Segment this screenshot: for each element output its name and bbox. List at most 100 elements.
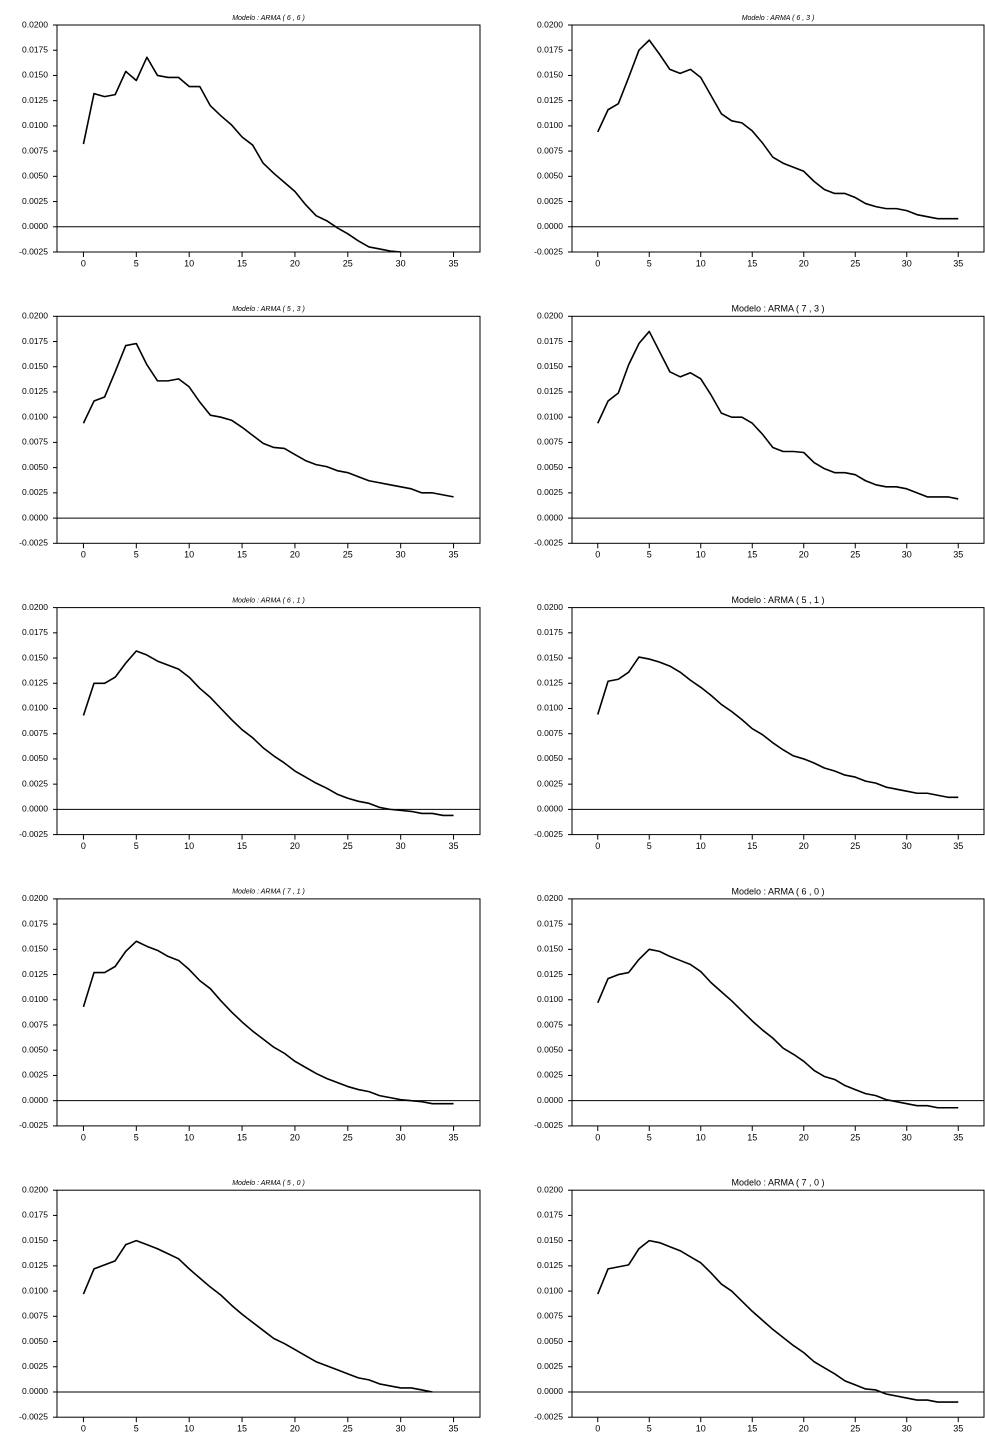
y-tick-label: 0.0075 (22, 728, 48, 738)
y-tick-label: 0.0175 (22, 1210, 48, 1220)
x-tick-label: 5 (647, 841, 652, 851)
x-tick-label: 15 (237, 1424, 247, 1434)
y-tick-label: 0.0175 (22, 918, 48, 928)
y-tick-label: 0.0075 (537, 437, 563, 447)
x-tick-label: 15 (237, 841, 247, 851)
y-tick-label: 0.0100 (537, 120, 563, 130)
x-tick-label: 10 (184, 550, 194, 560)
x-tick-label: 35 (953, 1132, 963, 1142)
x-tick-label: 15 (747, 550, 757, 560)
x-tick-label: 25 (850, 1424, 860, 1434)
y-tick-label: 0.0025 (537, 778, 563, 788)
x-tick-label: 0 (595, 258, 600, 268)
x-tick-label: 10 (696, 1132, 706, 1142)
x-tick-label: 30 (396, 258, 406, 268)
y-tick-label: 0.0125 (537, 386, 563, 396)
y-tick-label: 0.0075 (22, 437, 48, 447)
y-tick-label: 0.0175 (537, 918, 563, 928)
x-tick-label: 30 (902, 1424, 912, 1434)
y-tick-label: 0.0150 (537, 652, 563, 662)
y-tick-label: 0.0050 (22, 753, 48, 763)
y-tick-label: 0.0125 (22, 678, 48, 688)
y-tick-label: 0.0200 (22, 19, 48, 29)
y-tick-label: 0.0200 (537, 19, 563, 29)
y-tick-label: 0.0175 (537, 627, 563, 637)
y-tick-label: 0.0200 (22, 893, 48, 903)
x-tick-label: 5 (647, 258, 652, 268)
x-tick-label: 35 (953, 550, 963, 560)
plot-frame (571, 24, 985, 253)
x-tick-label: 15 (237, 1132, 247, 1142)
y-tick-label: 0.0025 (22, 1361, 48, 1371)
x-tick-label: 20 (290, 550, 300, 560)
y-tick-label: 0.0200 (22, 311, 48, 321)
x-tick-label: 30 (396, 550, 406, 560)
x-tick-label: 20 (799, 258, 809, 268)
x-tick-label: 5 (647, 1424, 652, 1434)
y-tick-label: 0.0025 (537, 1361, 563, 1371)
y-tick-label: 0.0175 (537, 1210, 563, 1220)
data-line (82, 342, 454, 498)
plot-frame (571, 607, 985, 836)
y-tick-label: 0.0200 (22, 1184, 48, 1194)
y-tick-label: 0.0175 (537, 44, 563, 54)
y-tick-label: 0.0125 (537, 1260, 563, 1270)
data-line (82, 56, 401, 253)
x-tick-label: 5 (134, 1132, 139, 1142)
y-tick-label: 0.0150 (537, 361, 563, 371)
y-tick-label: 0.0025 (537, 487, 563, 497)
y-tick-label: 0.0025 (537, 196, 563, 206)
y-tick-label: 0.0100 (22, 120, 48, 130)
y-tick-label: 0.0200 (22, 602, 48, 612)
y-tick-label: -0.0025 (534, 829, 563, 839)
y-tick-label: 0.0175 (22, 627, 48, 637)
x-tick-label: 35 (449, 1132, 459, 1142)
data-line (82, 940, 454, 1105)
x-tick-label: 15 (747, 1424, 757, 1434)
x-tick-label: 30 (902, 258, 912, 268)
x-tick-label: 10 (696, 258, 706, 268)
x-tick-label: 0 (81, 841, 86, 851)
data-line (82, 1239, 433, 1393)
y-tick-label: 0.0150 (22, 361, 48, 371)
y-tick-label: 0.0100 (22, 703, 48, 713)
y-tick-label: 0.0025 (22, 778, 48, 788)
y-tick-label: 0.0025 (22, 196, 48, 206)
x-tick-label: 35 (953, 258, 963, 268)
y-tick-label: -0.0025 (19, 246, 48, 256)
plot-frame (56, 24, 481, 253)
x-tick-label: 0 (595, 841, 600, 851)
x-tick-label: 35 (953, 1424, 963, 1434)
x-tick-label: 5 (134, 1424, 139, 1434)
y-tick-label: 0.0100 (537, 1285, 563, 1295)
y-tick-label: 0.0000 (537, 512, 563, 522)
y-tick-label: 0.0150 (537, 944, 563, 954)
x-tick-label: 5 (647, 550, 652, 560)
y-tick-label: -0.0025 (534, 1411, 563, 1421)
y-tick-label: 0.0050 (537, 462, 563, 472)
y-tick-label: 0.0000 (537, 221, 563, 231)
data-line (596, 656, 959, 799)
y-tick-label: 0.0125 (22, 969, 48, 979)
y-tick-label: 0.0175 (537, 336, 563, 346)
y-tick-label: 0.0150 (537, 70, 563, 80)
chart-title: Modelo : ARMA ( 6 , 0 ) (731, 886, 824, 896)
y-tick-label: -0.0025 (534, 1120, 563, 1130)
y-tick-label: 0.0075 (537, 728, 563, 738)
y-tick-label: 0.0025 (22, 1070, 48, 1080)
y-tick-label: 0.0000 (22, 804, 48, 814)
x-tick-label: 10 (184, 258, 194, 268)
x-tick-label: 15 (237, 550, 247, 560)
y-tick-label: 0.0000 (22, 221, 48, 231)
plot-frame (571, 315, 985, 544)
x-tick-label: 25 (343, 841, 353, 851)
y-tick-label: 0.0050 (537, 171, 563, 181)
y-tick-label: -0.0025 (19, 829, 48, 839)
x-tick-label: 10 (184, 1424, 194, 1434)
y-tick-label: -0.0025 (19, 538, 48, 548)
y-tick-label: -0.0025 (19, 1120, 48, 1130)
x-tick-label: 25 (850, 258, 860, 268)
x-tick-label: 15 (237, 258, 247, 268)
y-tick-label: 0.0125 (537, 95, 563, 105)
